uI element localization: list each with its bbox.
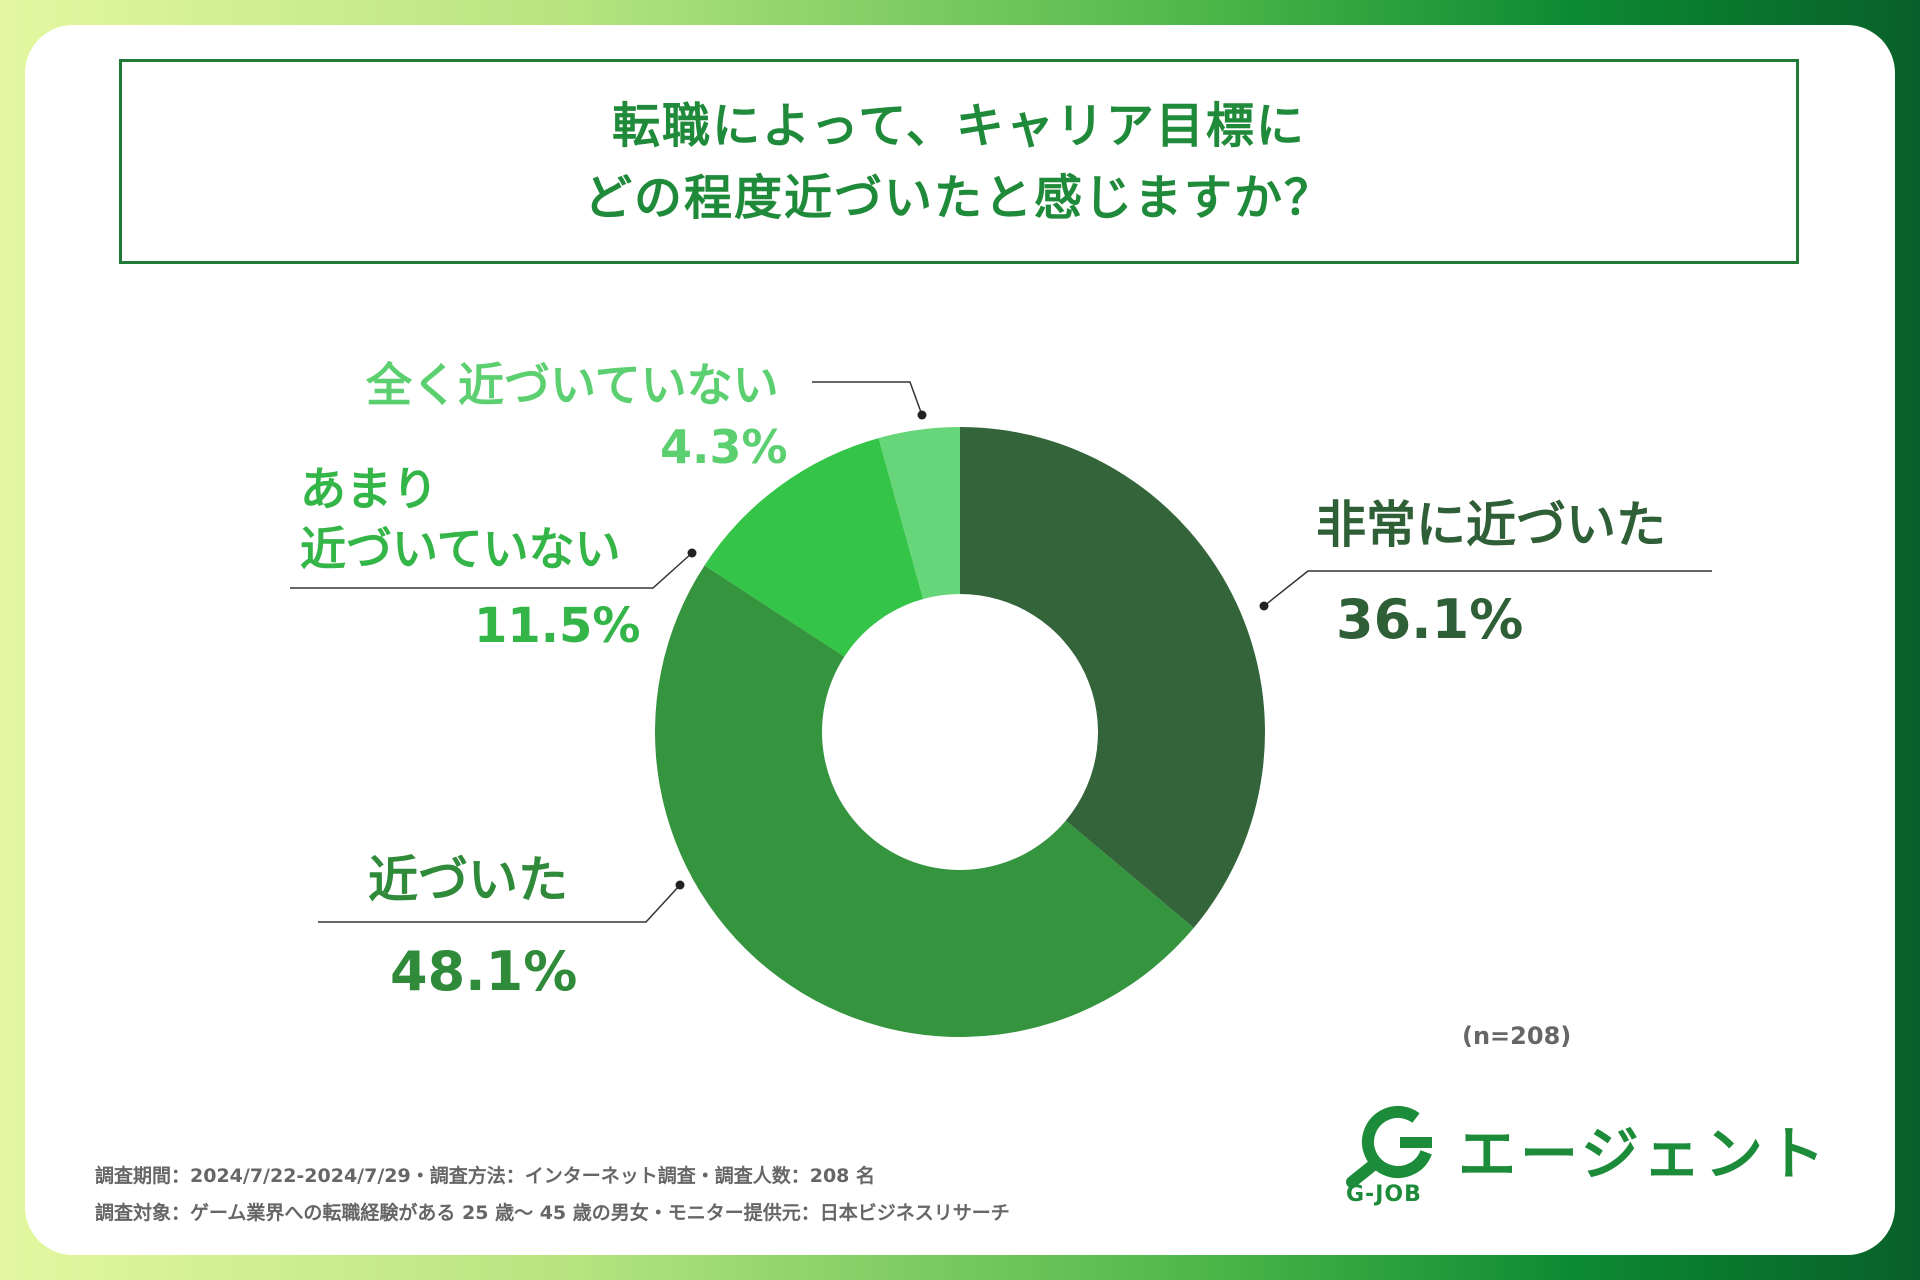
logo-g-ring	[1362, 1106, 1434, 1178]
logo-name-text: エージェント	[1458, 1120, 1829, 1188]
leader-lines	[290, 381, 1712, 923]
logo-g-bar	[1400, 1137, 1432, 1148]
leader-dots	[675, 410, 1269, 890]
label-not-much-line2: 近づいていない	[300, 522, 621, 576]
slice-close	[654, 565, 1194, 1038]
title-line-2: どの程度近づいたと感じますか？	[583, 169, 1334, 226]
leader-close	[318, 884, 681, 923]
slice-not-at-all	[878, 427, 960, 600]
slice-not-much	[704, 438, 924, 657]
label-not-at-all-name: 全く近づいていない	[366, 358, 779, 412]
title-box: 転職によって、キャリア目標に どの程度近づいたと感じますか？	[119, 59, 1799, 264]
label-very-close-value: 36.1%	[1336, 588, 1524, 651]
label-not-at-all-value: 4.3%	[660, 420, 788, 474]
donut-slices	[654, 427, 1265, 1038]
leader-not-at-all	[812, 381, 923, 416]
leader-dot-very-close	[1259, 601, 1269, 611]
leader-dot-close	[675, 880, 685, 890]
survey-note-2: 調査対象：ゲーム業界への転職経験がある 25 歳〜 45 歳の男女・モニター提供…	[95, 1202, 1010, 1224]
label-not-much-value: 11.5%	[474, 598, 641, 654]
sample-size-note: (n=208)	[1462, 1022, 1572, 1050]
label-close-name: 近づいた	[368, 851, 568, 909]
survey-card	[25, 25, 1895, 1255]
label-very-close-name: 非常に近づいた	[1316, 496, 1666, 554]
g-job-logo	[1346, 1106, 1434, 1188]
title-line-1: 転職によって、キャリア目標に	[612, 97, 1306, 154]
leader-dot-not-much	[687, 548, 697, 558]
label-close-value: 48.1%	[390, 940, 578, 1003]
slice-very-close	[960, 427, 1265, 928]
leader-very-close	[1263, 570, 1712, 607]
survey-note-1: 調査期間：2024/7/22-2024/7/29・調査方法：インターネット調査・…	[95, 1165, 876, 1187]
logo-sub-text: G-JOB	[1346, 1182, 1422, 1207]
leader-not-much	[290, 552, 693, 589]
leader-dot-not-at-all	[917, 410, 927, 420]
label-not-much-line1: あまり	[300, 462, 438, 516]
logo-search-handle	[1346, 1160, 1378, 1188]
